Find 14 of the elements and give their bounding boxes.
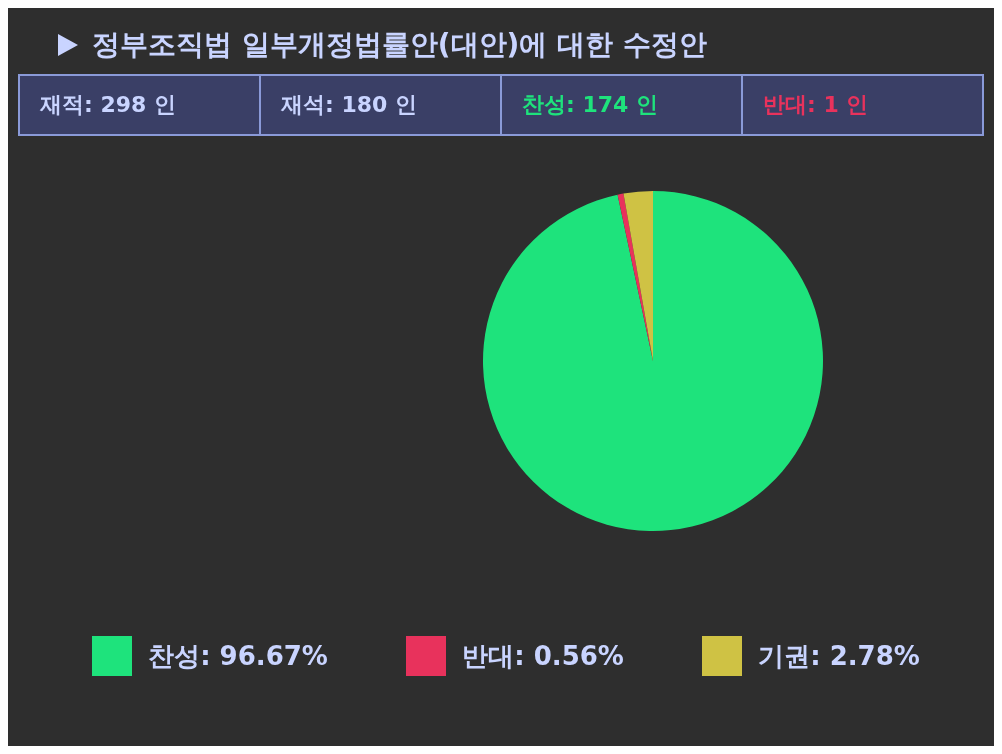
- legend-label: 반대: [462, 639, 515, 673]
- legend-label: 찬성: [148, 639, 201, 673]
- pie-slice: [617, 193, 653, 361]
- text: 재적: 298 인: [39, 91, 178, 119]
- data-label: : 96.67%: [200, 641, 328, 671]
- data-label: : 0.56%: [514, 641, 624, 671]
- data-label: : 2.78%: [810, 641, 920, 671]
- text: 재석: 180 인: [259, 76, 500, 134]
- text: 반대: 1 인: [741, 76, 982, 134]
- text: 찬성: 174 인: [500, 76, 741, 134]
- pie-slice: [483, 191, 823, 531]
- legend-label: 기권: [758, 639, 811, 673]
- chart-title: 정부조직법 일부개정법률안(대안)에 대한 수정안: [92, 27, 707, 63]
- pie-slice: [623, 191, 653, 361]
